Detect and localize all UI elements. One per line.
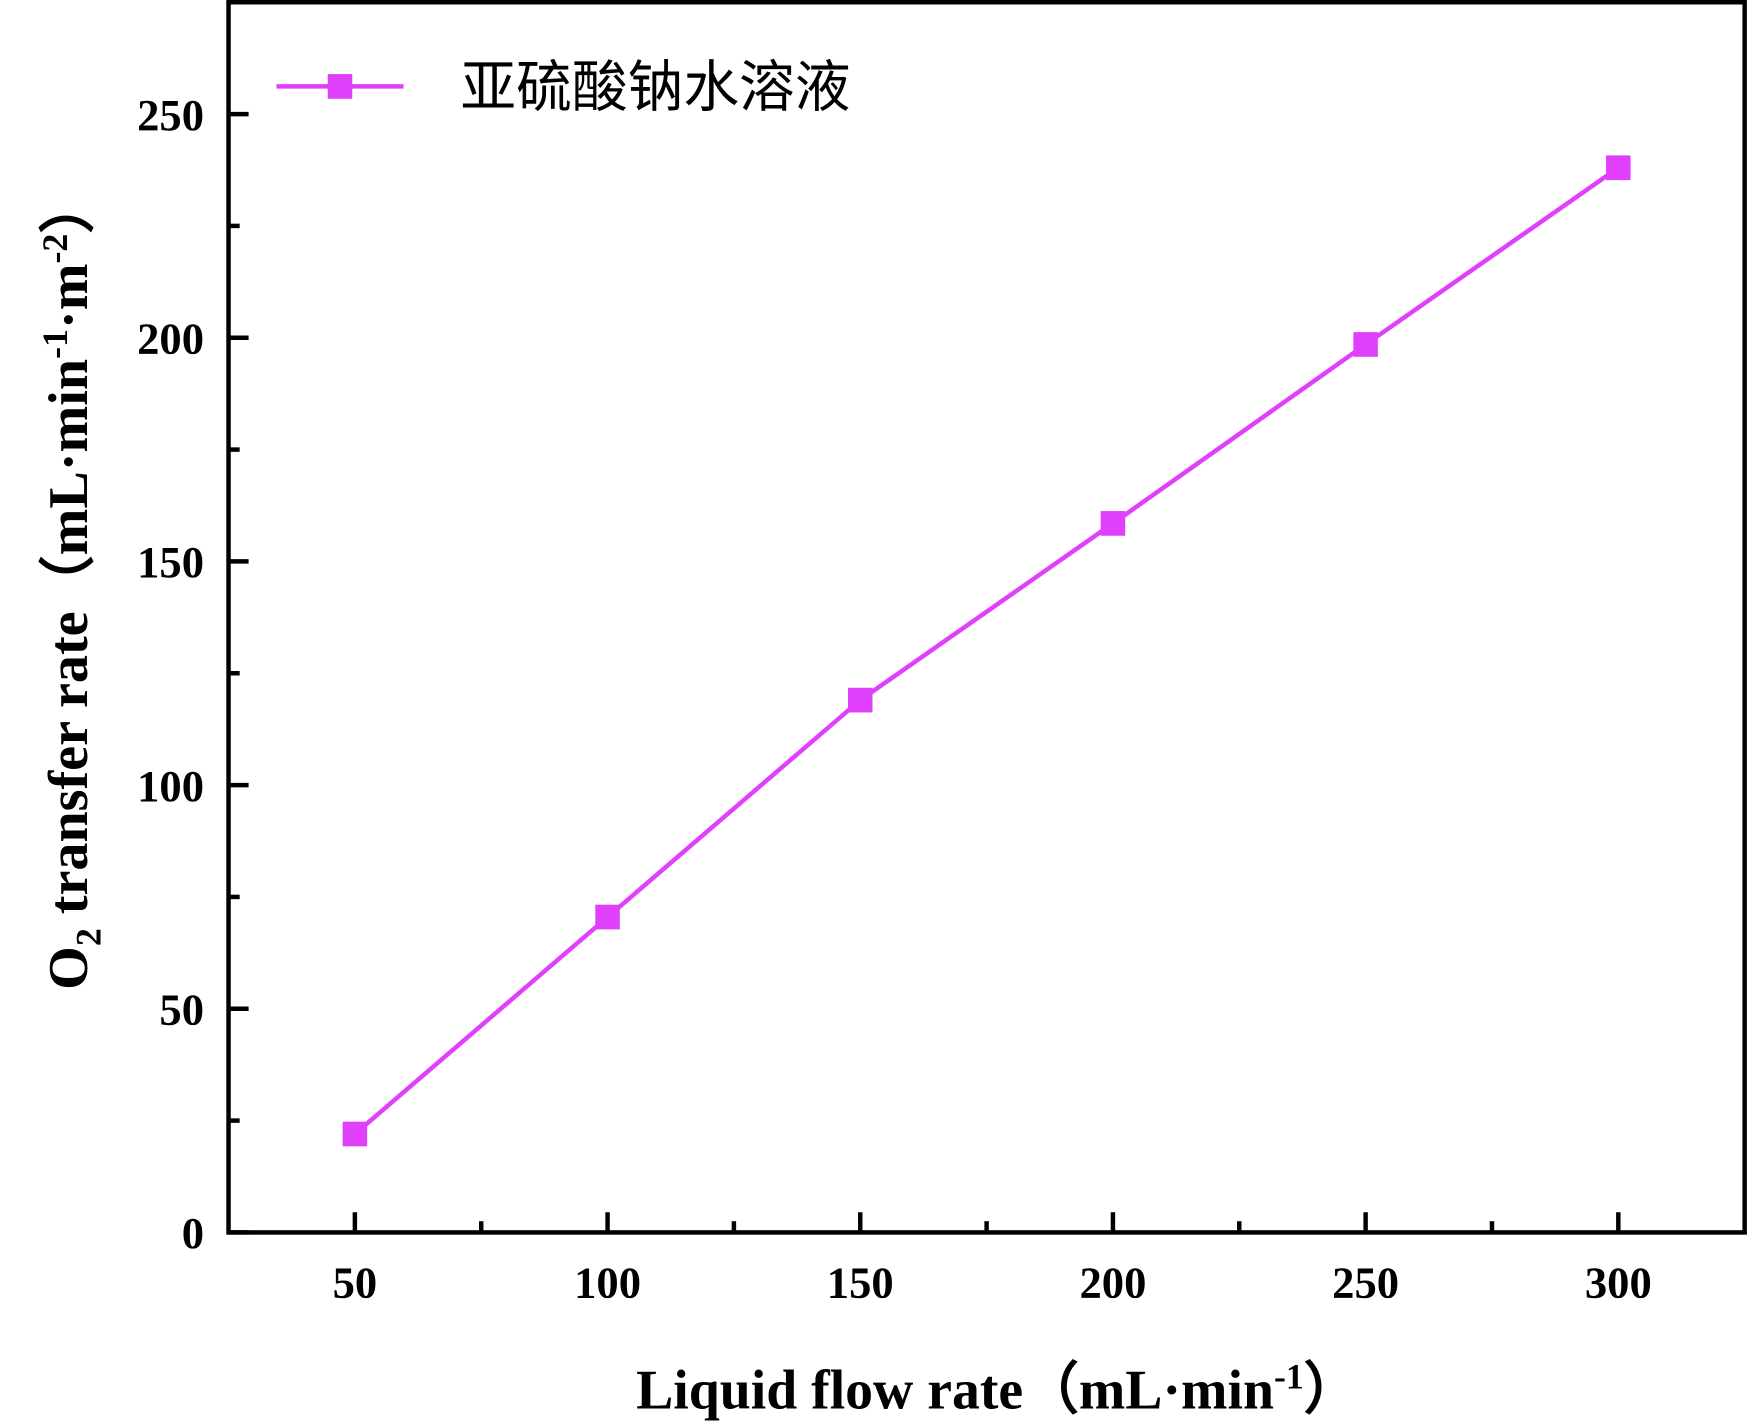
y-title-sup: -2 xyxy=(35,234,75,264)
x-title-part: ） xyxy=(1304,1358,1360,1421)
y-title-part: transfer rate（mL·min xyxy=(37,359,100,928)
y-tick-label: 50 xyxy=(159,984,204,1034)
y-tick-label: 100 xyxy=(137,761,204,811)
x-tick-label: 200 xyxy=(1079,1257,1146,1307)
point xyxy=(342,1121,368,1147)
y-axis-title: O2 transfer rate（mL·min-1·m-2） xyxy=(35,178,108,990)
point xyxy=(1100,511,1126,536)
point xyxy=(847,687,873,713)
y-title-sub: 2 xyxy=(68,928,108,946)
y-tick-label: 0 xyxy=(182,1208,204,1258)
y-title-part: ·m xyxy=(38,264,100,329)
y-tick-label: 200 xyxy=(137,313,204,363)
x-title-sup: -1 xyxy=(1274,1356,1304,1396)
legend-label: 亚硫酸钠水溶液 xyxy=(460,55,850,120)
x-tick-label: 50 xyxy=(333,1257,378,1307)
x-axis-title: Liquid flow rate（mL·min-1） xyxy=(636,1356,1359,1421)
x-tick-label: 250 xyxy=(1332,1257,1399,1307)
y-title-part: O xyxy=(38,946,100,990)
y-tick-label: 150 xyxy=(137,537,204,587)
x-tick-label: 100 xyxy=(574,1257,641,1307)
point xyxy=(1606,155,1631,181)
series-line xyxy=(353,165,1620,1136)
y-tick-label: 250 xyxy=(137,90,204,140)
x-tick-label: 300 xyxy=(1585,1257,1652,1307)
x-title-part: Liquid flow rate（mL·min xyxy=(636,1358,1274,1421)
x-tick-label: 150 xyxy=(827,1257,894,1307)
y-title-sup: -1 xyxy=(35,329,75,359)
point xyxy=(595,904,620,930)
point xyxy=(1353,332,1378,357)
y-title-part: ） xyxy=(37,178,100,234)
legend-marker xyxy=(327,74,353,99)
